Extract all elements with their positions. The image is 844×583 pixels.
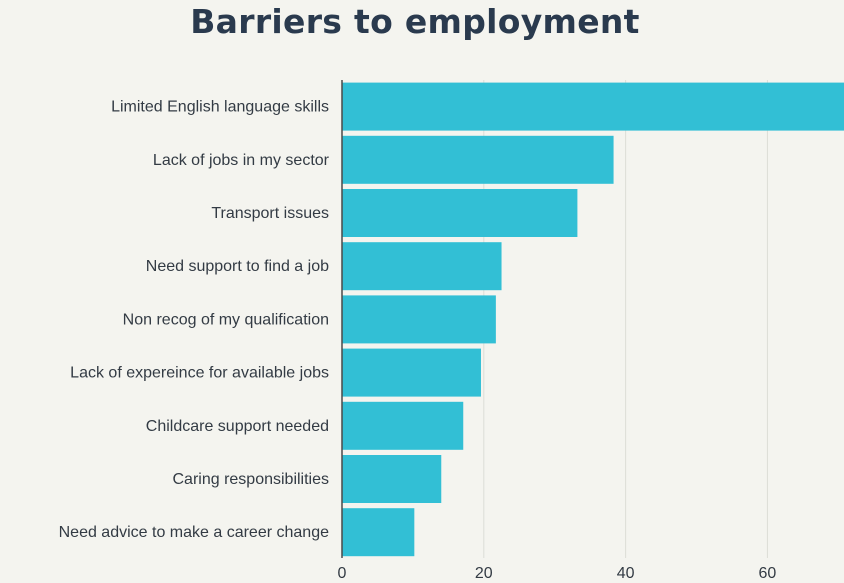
category-label-6: Childcare support needed [146, 418, 329, 435]
category-label-7: Caring responsibilities [172, 471, 329, 488]
bar-2 [342, 189, 578, 237]
x-tick-label-0: 0 [338, 565, 347, 582]
bar-4 [342, 295, 496, 344]
category-label-3: Need support to find a job [146, 258, 329, 275]
bar-6 [342, 401, 464, 450]
bar-8 [342, 508, 415, 557]
x-tick-label-2: 40 [617, 565, 635, 582]
bar-0 [342, 82, 844, 131]
category-label-2: Transport issues [211, 205, 329, 222]
category-label-0: Limited English language skills [111, 99, 329, 116]
category-label-1: Lack of jobs in my sector [153, 152, 330, 169]
bar-5 [342, 348, 481, 397]
x-tick-label-3: 60 [759, 565, 777, 582]
category-label-5: Lack of expereince for available jobs [70, 365, 329, 382]
bar-3 [342, 242, 502, 291]
bar-7 [342, 455, 442, 503]
category-label-8: Need advice to make a career change [59, 524, 329, 541]
x-tick-label-1: 20 [475, 565, 493, 582]
bar-1 [342, 135, 614, 184]
category-label-4: Non recog of my qualification [123, 311, 329, 328]
chart-title: Barriers to employment [190, 2, 640, 41]
